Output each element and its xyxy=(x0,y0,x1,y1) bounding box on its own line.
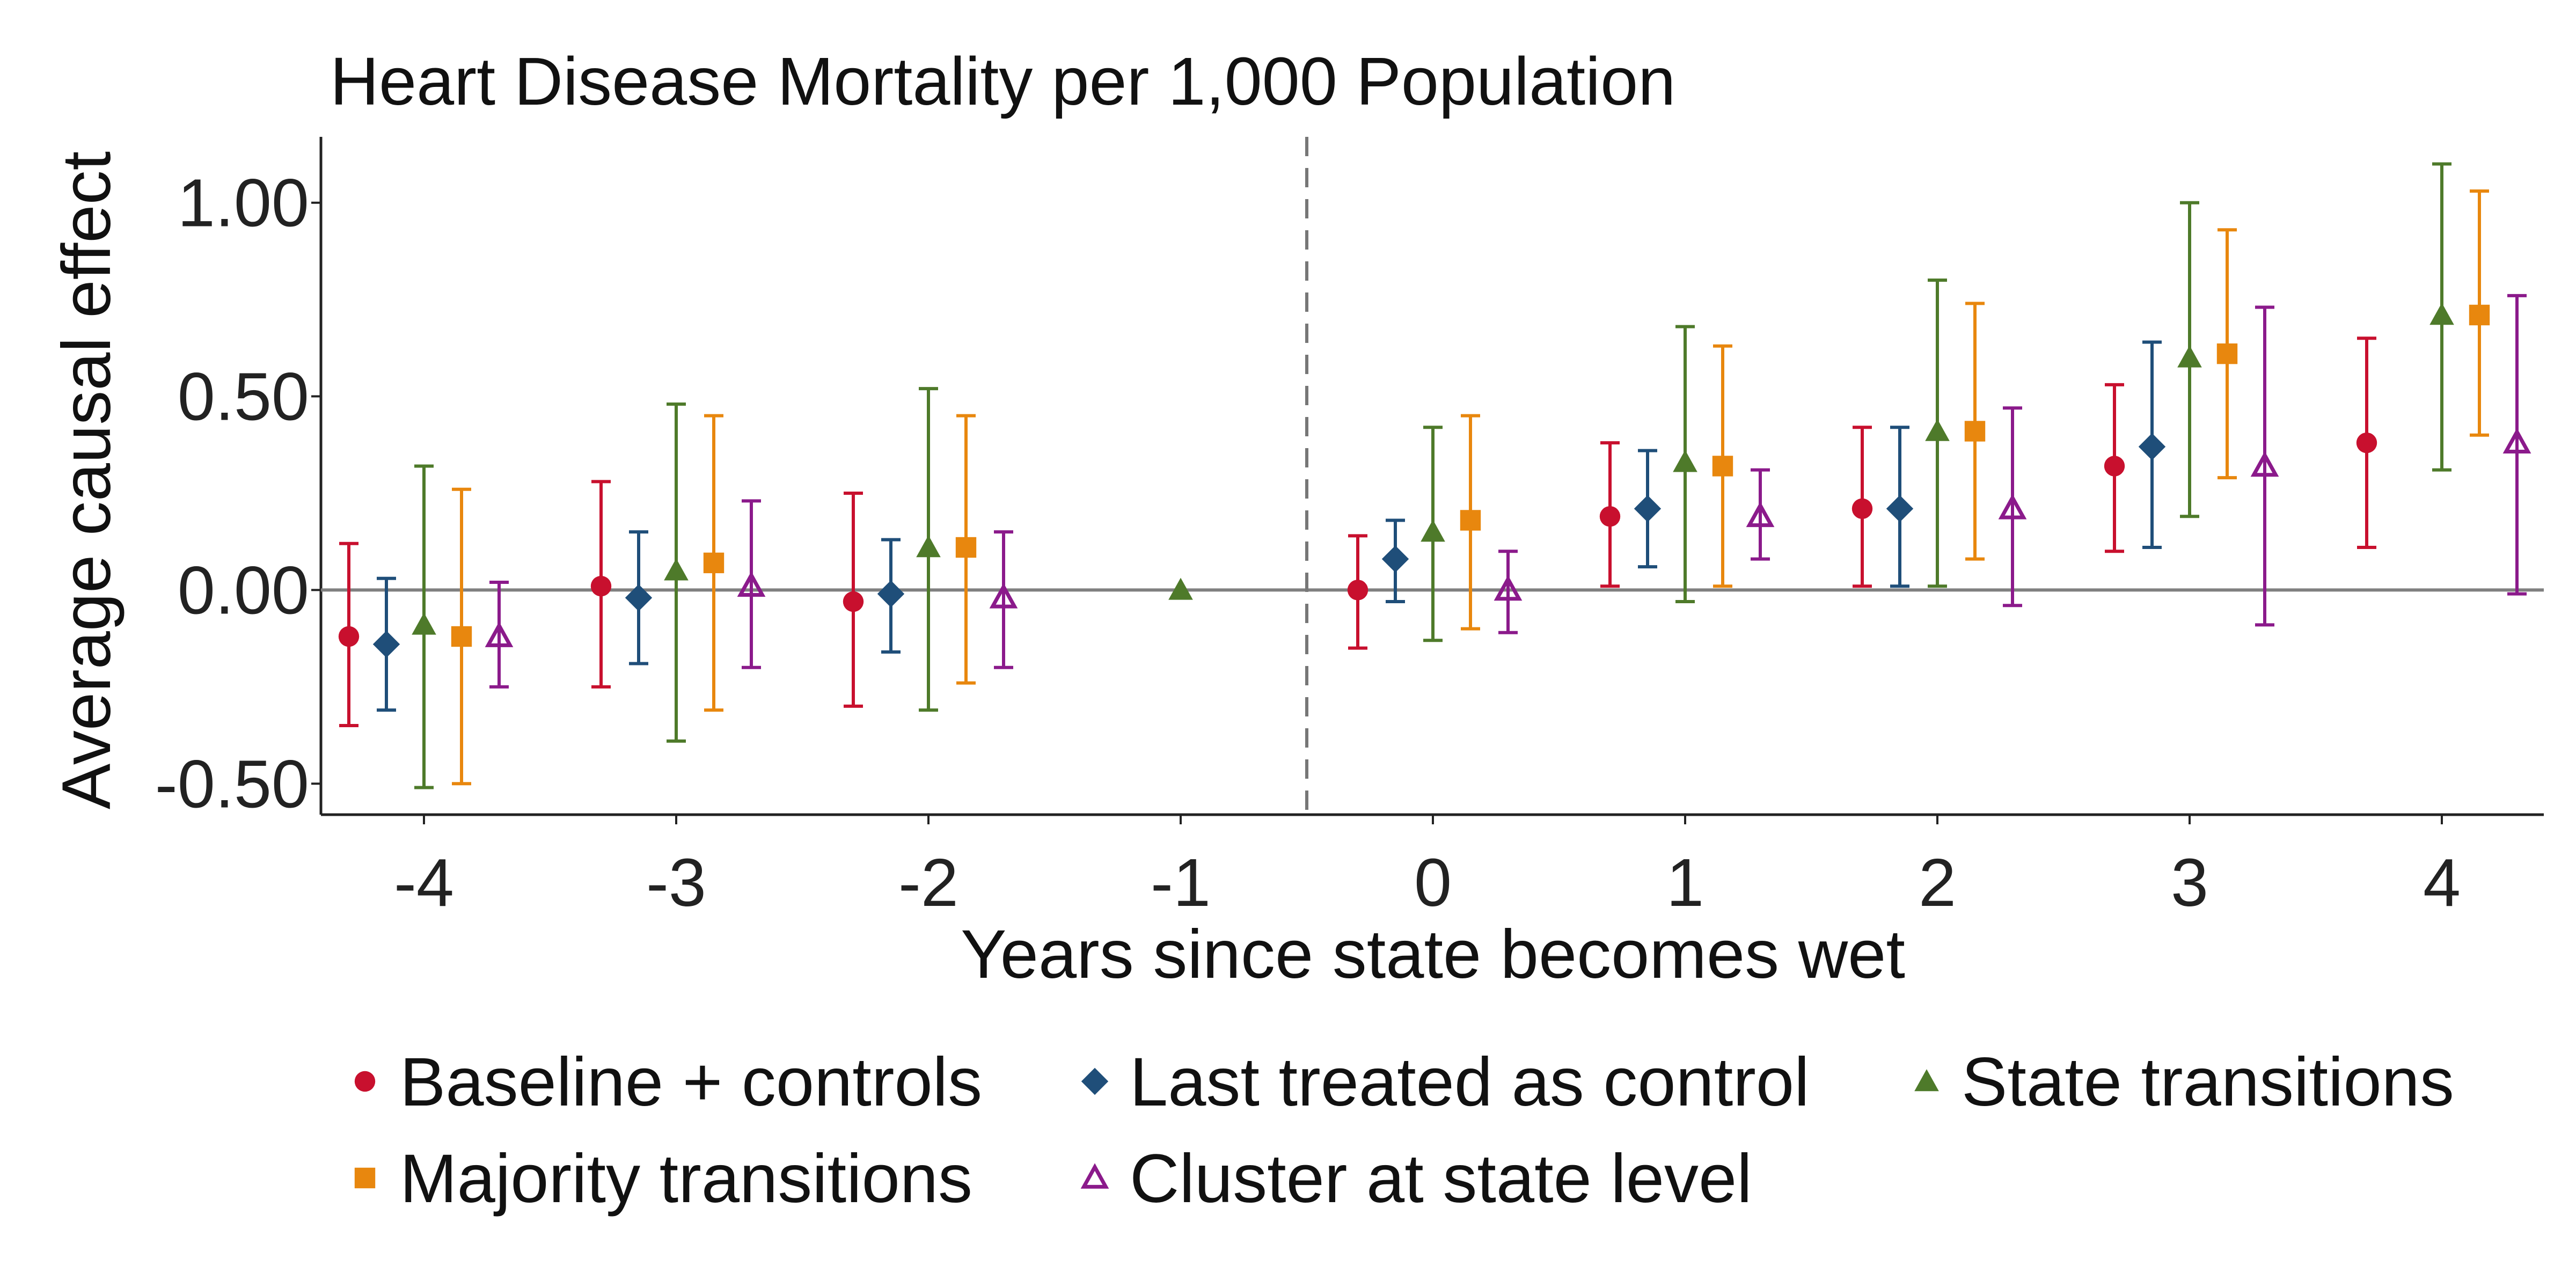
chart-title: Heart Disease Mortality per 1,000 Popula… xyxy=(330,43,1675,119)
legend-marker xyxy=(354,1167,376,1189)
legend-label: Majority transitions xyxy=(400,1140,972,1217)
series-last-treated-as-control xyxy=(372,340,2166,712)
data-point xyxy=(1381,545,1409,573)
y-tick-label: 0.50 xyxy=(178,359,309,435)
data-point xyxy=(2250,451,2279,477)
data-point xyxy=(1168,577,1193,600)
x-tick-label: 3 xyxy=(2171,845,2208,920)
data-point xyxy=(1460,510,1481,531)
legend-label: Cluster at state level xyxy=(1130,1140,1752,1217)
data-point xyxy=(372,631,400,658)
legend-marker xyxy=(1081,1067,1109,1095)
legend-item: Last treated as control xyxy=(1081,1044,1810,1121)
x-tick-label: -1 xyxy=(1151,845,1211,920)
legend-label: State transitions xyxy=(1962,1044,2454,1121)
legend-marker xyxy=(354,1071,376,1092)
data-point xyxy=(664,558,689,581)
data-point xyxy=(485,621,514,647)
data-point xyxy=(1421,519,1445,542)
legend-label: Baseline + controls xyxy=(400,1044,982,1121)
data-point xyxy=(703,552,724,574)
x-axis-label: Years since state becomes wet xyxy=(961,916,1905,993)
data-point xyxy=(955,537,977,558)
x-tick-label: 0 xyxy=(1414,845,1452,920)
data-point xyxy=(2216,343,2238,364)
x-tick-label: 1 xyxy=(1666,845,1704,920)
y-tick-label: 1.00 xyxy=(178,165,309,241)
data-point xyxy=(1347,580,1368,601)
y-tick-label: 0.00 xyxy=(178,552,309,628)
x-tick-label: -4 xyxy=(394,845,454,920)
legend-item: Majority transitions xyxy=(354,1140,972,1217)
data-point xyxy=(1925,419,1950,441)
x-tick-label: -2 xyxy=(898,845,958,920)
series-baseline-controls xyxy=(338,336,2377,728)
data-point xyxy=(2104,456,2125,477)
data-point xyxy=(737,571,766,597)
x-tick-label: 2 xyxy=(1919,845,1956,920)
data-point xyxy=(2177,345,2202,368)
legend-item: Baseline + controls xyxy=(354,1044,982,1121)
data-point xyxy=(877,580,905,608)
legend-marker xyxy=(1914,1069,1939,1092)
data-point xyxy=(916,535,941,558)
series-cluster-at-state-level xyxy=(485,294,2531,689)
series-state-transitions xyxy=(412,162,2454,789)
data-point xyxy=(2138,433,2166,460)
data-point xyxy=(2469,304,2490,326)
legend-marker xyxy=(1080,1163,1109,1189)
data-point xyxy=(625,584,653,612)
x-tick-label: -3 xyxy=(646,845,706,920)
data-point xyxy=(1746,501,1775,528)
legend-item: State transitions xyxy=(1914,1044,2454,1121)
x-tick-label: 4 xyxy=(2423,845,2461,920)
data-point xyxy=(1673,450,1697,472)
data-point xyxy=(989,583,1018,609)
legend-item: Cluster at state level xyxy=(1080,1140,1752,1217)
data-point xyxy=(1599,506,1621,527)
data-point xyxy=(1634,495,1662,523)
data-point xyxy=(338,626,360,647)
data-point xyxy=(1886,495,1914,523)
data-point xyxy=(843,591,864,612)
data-point xyxy=(1964,421,1986,442)
legend: Baseline + controls Last treated as contr… xyxy=(354,1044,2454,1217)
data-point xyxy=(2356,432,2377,453)
plot-area: 1.00 0.50 0.00 -0.50 -4 -3 -2 -1 0 1 2 3 4 xyxy=(155,137,2544,920)
y-tick-label: -0.50 xyxy=(155,746,309,822)
data-point xyxy=(1851,498,1873,519)
data-point xyxy=(2429,303,2454,325)
data-point xyxy=(2502,428,2531,453)
legend-label: Last treated as control xyxy=(1130,1044,1810,1121)
data-point xyxy=(1712,456,1733,477)
data-point xyxy=(451,626,472,647)
data-point xyxy=(590,575,612,597)
y-axis-label: Average causal effect xyxy=(48,151,125,809)
data-point xyxy=(1494,575,1523,601)
series-majority-transitions xyxy=(451,189,2490,786)
data-point xyxy=(412,612,436,635)
data-point xyxy=(1998,494,2027,519)
